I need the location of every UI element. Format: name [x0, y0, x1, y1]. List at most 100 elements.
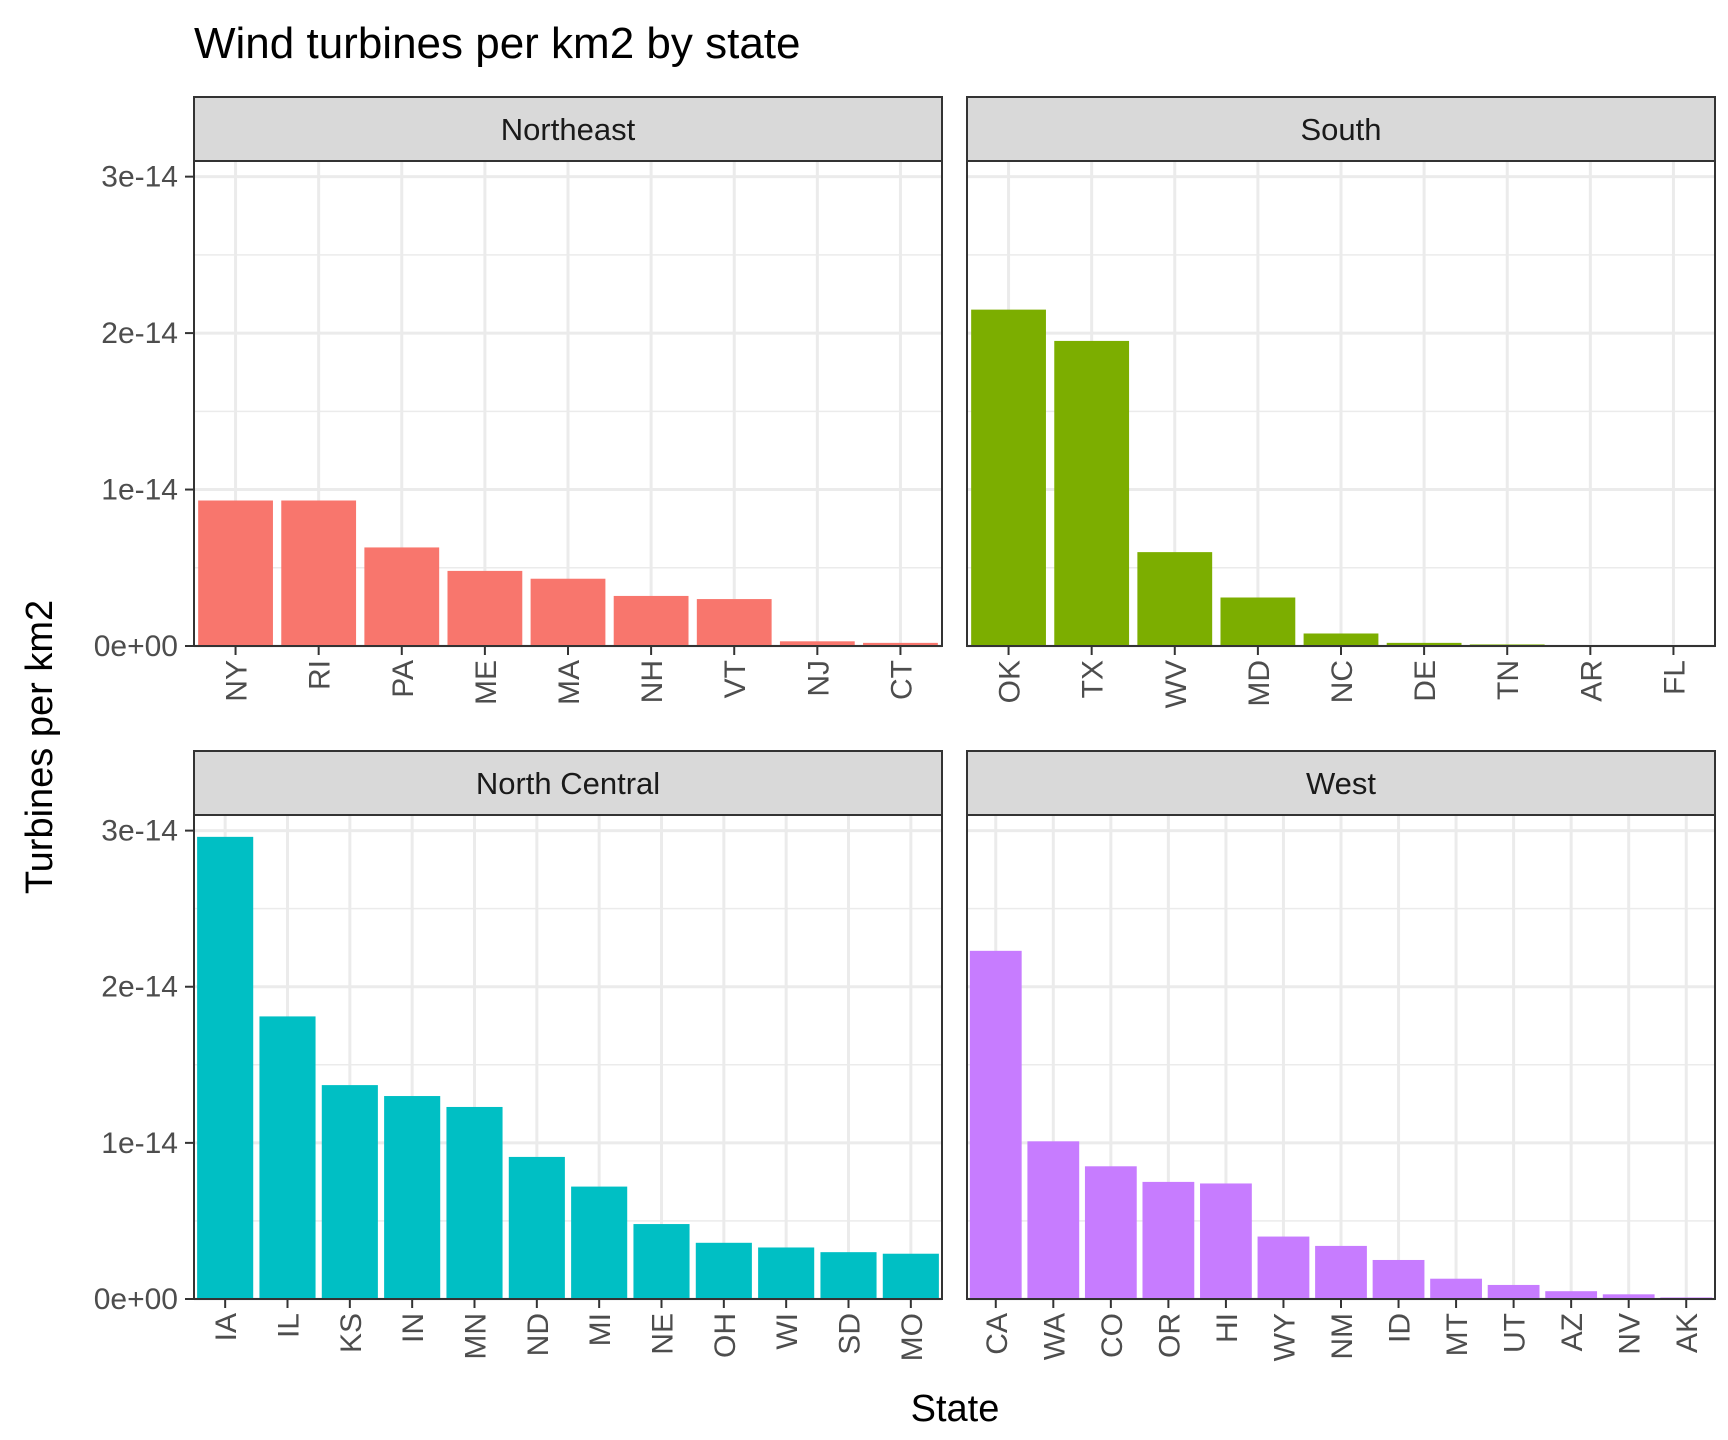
x-tick-label: IN — [397, 1313, 430, 1343]
bar-nv — [1602, 1294, 1655, 1299]
bar-ri — [281, 500, 357, 646]
y-tick-label: 3e-14 — [101, 161, 178, 194]
x-tick-label: MO — [896, 1313, 929, 1361]
x-tick-label: OK — [994, 660, 1027, 703]
facet-panels: Northeast NY RI PA ME MA NH VT NJ CT 0e+00 1e-14 2e-… — [94, 96, 1716, 1361]
x-tick-label: AZ — [1556, 1313, 1589, 1351]
panel-west: West CA WA CO OR HI WY NM ID MT UT AZ NV AK — [966, 750, 1716, 1361]
x-tick-label: ME — [470, 660, 503, 705]
panel-background — [194, 815, 942, 1299]
x-tick-label: WI — [771, 1313, 804, 1350]
y-tick-label: 1e-14 — [101, 1127, 178, 1160]
x-tick-label: RI — [304, 660, 337, 690]
panel-north-central: North Central IA IL KS IN MN ND MI NE OH WI SD MO 0e+… — [94, 750, 943, 1361]
bar-ks — [321, 1085, 378, 1299]
bar-wa — [1027, 1141, 1080, 1299]
bar-mo — [882, 1253, 939, 1299]
x-tick-label: NV — [1614, 1313, 1647, 1355]
y-axis-title: Turbines per km2 — [19, 600, 61, 894]
bar-id — [1372, 1259, 1425, 1299]
y-tick-label: 2e-14 — [101, 317, 178, 350]
y-tick-label: 1e-14 — [101, 474, 178, 507]
facet-label: North Central — [476, 766, 660, 801]
x-tick-label: NJ — [802, 660, 835, 697]
x-tick-label: HI — [1211, 1313, 1244, 1343]
bar-wv — [1137, 552, 1213, 646]
x-tick-label: VT — [719, 660, 752, 698]
bar-md — [1220, 597, 1296, 646]
bar-de — [1386, 642, 1462, 646]
bar-me — [447, 570, 523, 646]
x-axis-title: State — [911, 1388, 1000, 1430]
x-tick-label: UT — [1499, 1313, 1532, 1353]
x-tick-label: CO — [1096, 1313, 1129, 1358]
x-tick-label: CA — [981, 1313, 1014, 1355]
bar-mt — [1430, 1278, 1482, 1299]
bar-az — [1545, 1291, 1598, 1299]
x-tick-label: NM — [1326, 1313, 1359, 1360]
x-tick-label: MT — [1441, 1313, 1474, 1356]
x-tick-label: WV — [1160, 660, 1193, 708]
x-tick-label: TN — [1492, 660, 1525, 700]
facet-strip — [193, 750, 943, 816]
x-tick-label: NY — [221, 660, 254, 702]
bar-pa — [364, 547, 440, 646]
panel-south: South OK TX WV MD NC DE TN AR FL — [966, 96, 1716, 708]
facet-label: Northeast — [501, 112, 636, 147]
x-tick-label: KS — [335, 1313, 368, 1353]
bar-ia — [197, 836, 254, 1299]
bar-ok — [971, 309, 1046, 646]
bar-nh — [613, 595, 689, 646]
bar-mi — [571, 1186, 628, 1299]
x-tick-label: OH — [709, 1313, 742, 1358]
x-tick-label: PA — [387, 660, 420, 698]
x-tick-label: ND — [522, 1313, 555, 1356]
x-tick-label: DE — [1409, 660, 1442, 702]
bar-ne — [633, 1224, 690, 1299]
x-tick-label: AR — [1575, 660, 1608, 702]
x-tick-label: CT — [885, 660, 918, 700]
x-tick-label: WA — [1038, 1313, 1071, 1360]
bar-ct — [863, 642, 938, 646]
bar-mn — [446, 1106, 503, 1299]
facet-label: West — [1306, 766, 1376, 801]
panel-northeast: Northeast NY RI PA ME MA NH VT NJ CT 0e+00 1e-14 2e-… — [94, 96, 943, 705]
bar-il — [259, 1016, 316, 1299]
bar-ut — [1487, 1284, 1540, 1299]
bar-sd — [820, 1252, 877, 1299]
bar-hi — [1200, 1183, 1252, 1299]
bar-nc — [1303, 633, 1379, 646]
x-tick-label: FL — [1658, 660, 1691, 695]
bar-ca — [969, 950, 1022, 1299]
y-tick-label: 2e-14 — [101, 971, 178, 1004]
facet-strip — [966, 96, 1716, 162]
y-tick-label: 3e-14 — [101, 815, 178, 848]
x-tick-label: MI — [584, 1313, 617, 1346]
bar-wy — [1257, 1236, 1310, 1299]
x-tick-label: OR — [1153, 1313, 1186, 1358]
x-tick-label: MD — [1243, 660, 1276, 707]
x-tick-label: WY — [1268, 1313, 1301, 1361]
bar-wi — [758, 1247, 815, 1299]
bar-nm — [1315, 1245, 1367, 1299]
bar-oh — [695, 1242, 752, 1299]
bar-tx — [1054, 340, 1130, 646]
facet-strip — [193, 96, 943, 162]
facet-strip — [966, 750, 1716, 816]
bar-ma — [530, 578, 606, 646]
bar-in — [384, 1096, 441, 1299]
bar-co — [1084, 1166, 1137, 1299]
x-tick-label: MN — [460, 1313, 493, 1360]
x-tick-label: NE — [647, 1313, 680, 1355]
x-tick-label: NC — [1326, 660, 1359, 703]
x-tick-label: MA — [553, 660, 586, 705]
x-tick-label: AK — [1671, 1313, 1704, 1353]
x-tick-label: TX — [1077, 660, 1110, 698]
bar-vt — [696, 599, 772, 646]
x-tick-label: IA — [210, 1313, 243, 1341]
y-tick-label: 0e+00 — [94, 630, 178, 663]
x-tick-label: NH — [636, 660, 669, 703]
bar-nd — [508, 1156, 565, 1299]
chart-title: Wind turbines per km2 by state — [194, 19, 800, 68]
